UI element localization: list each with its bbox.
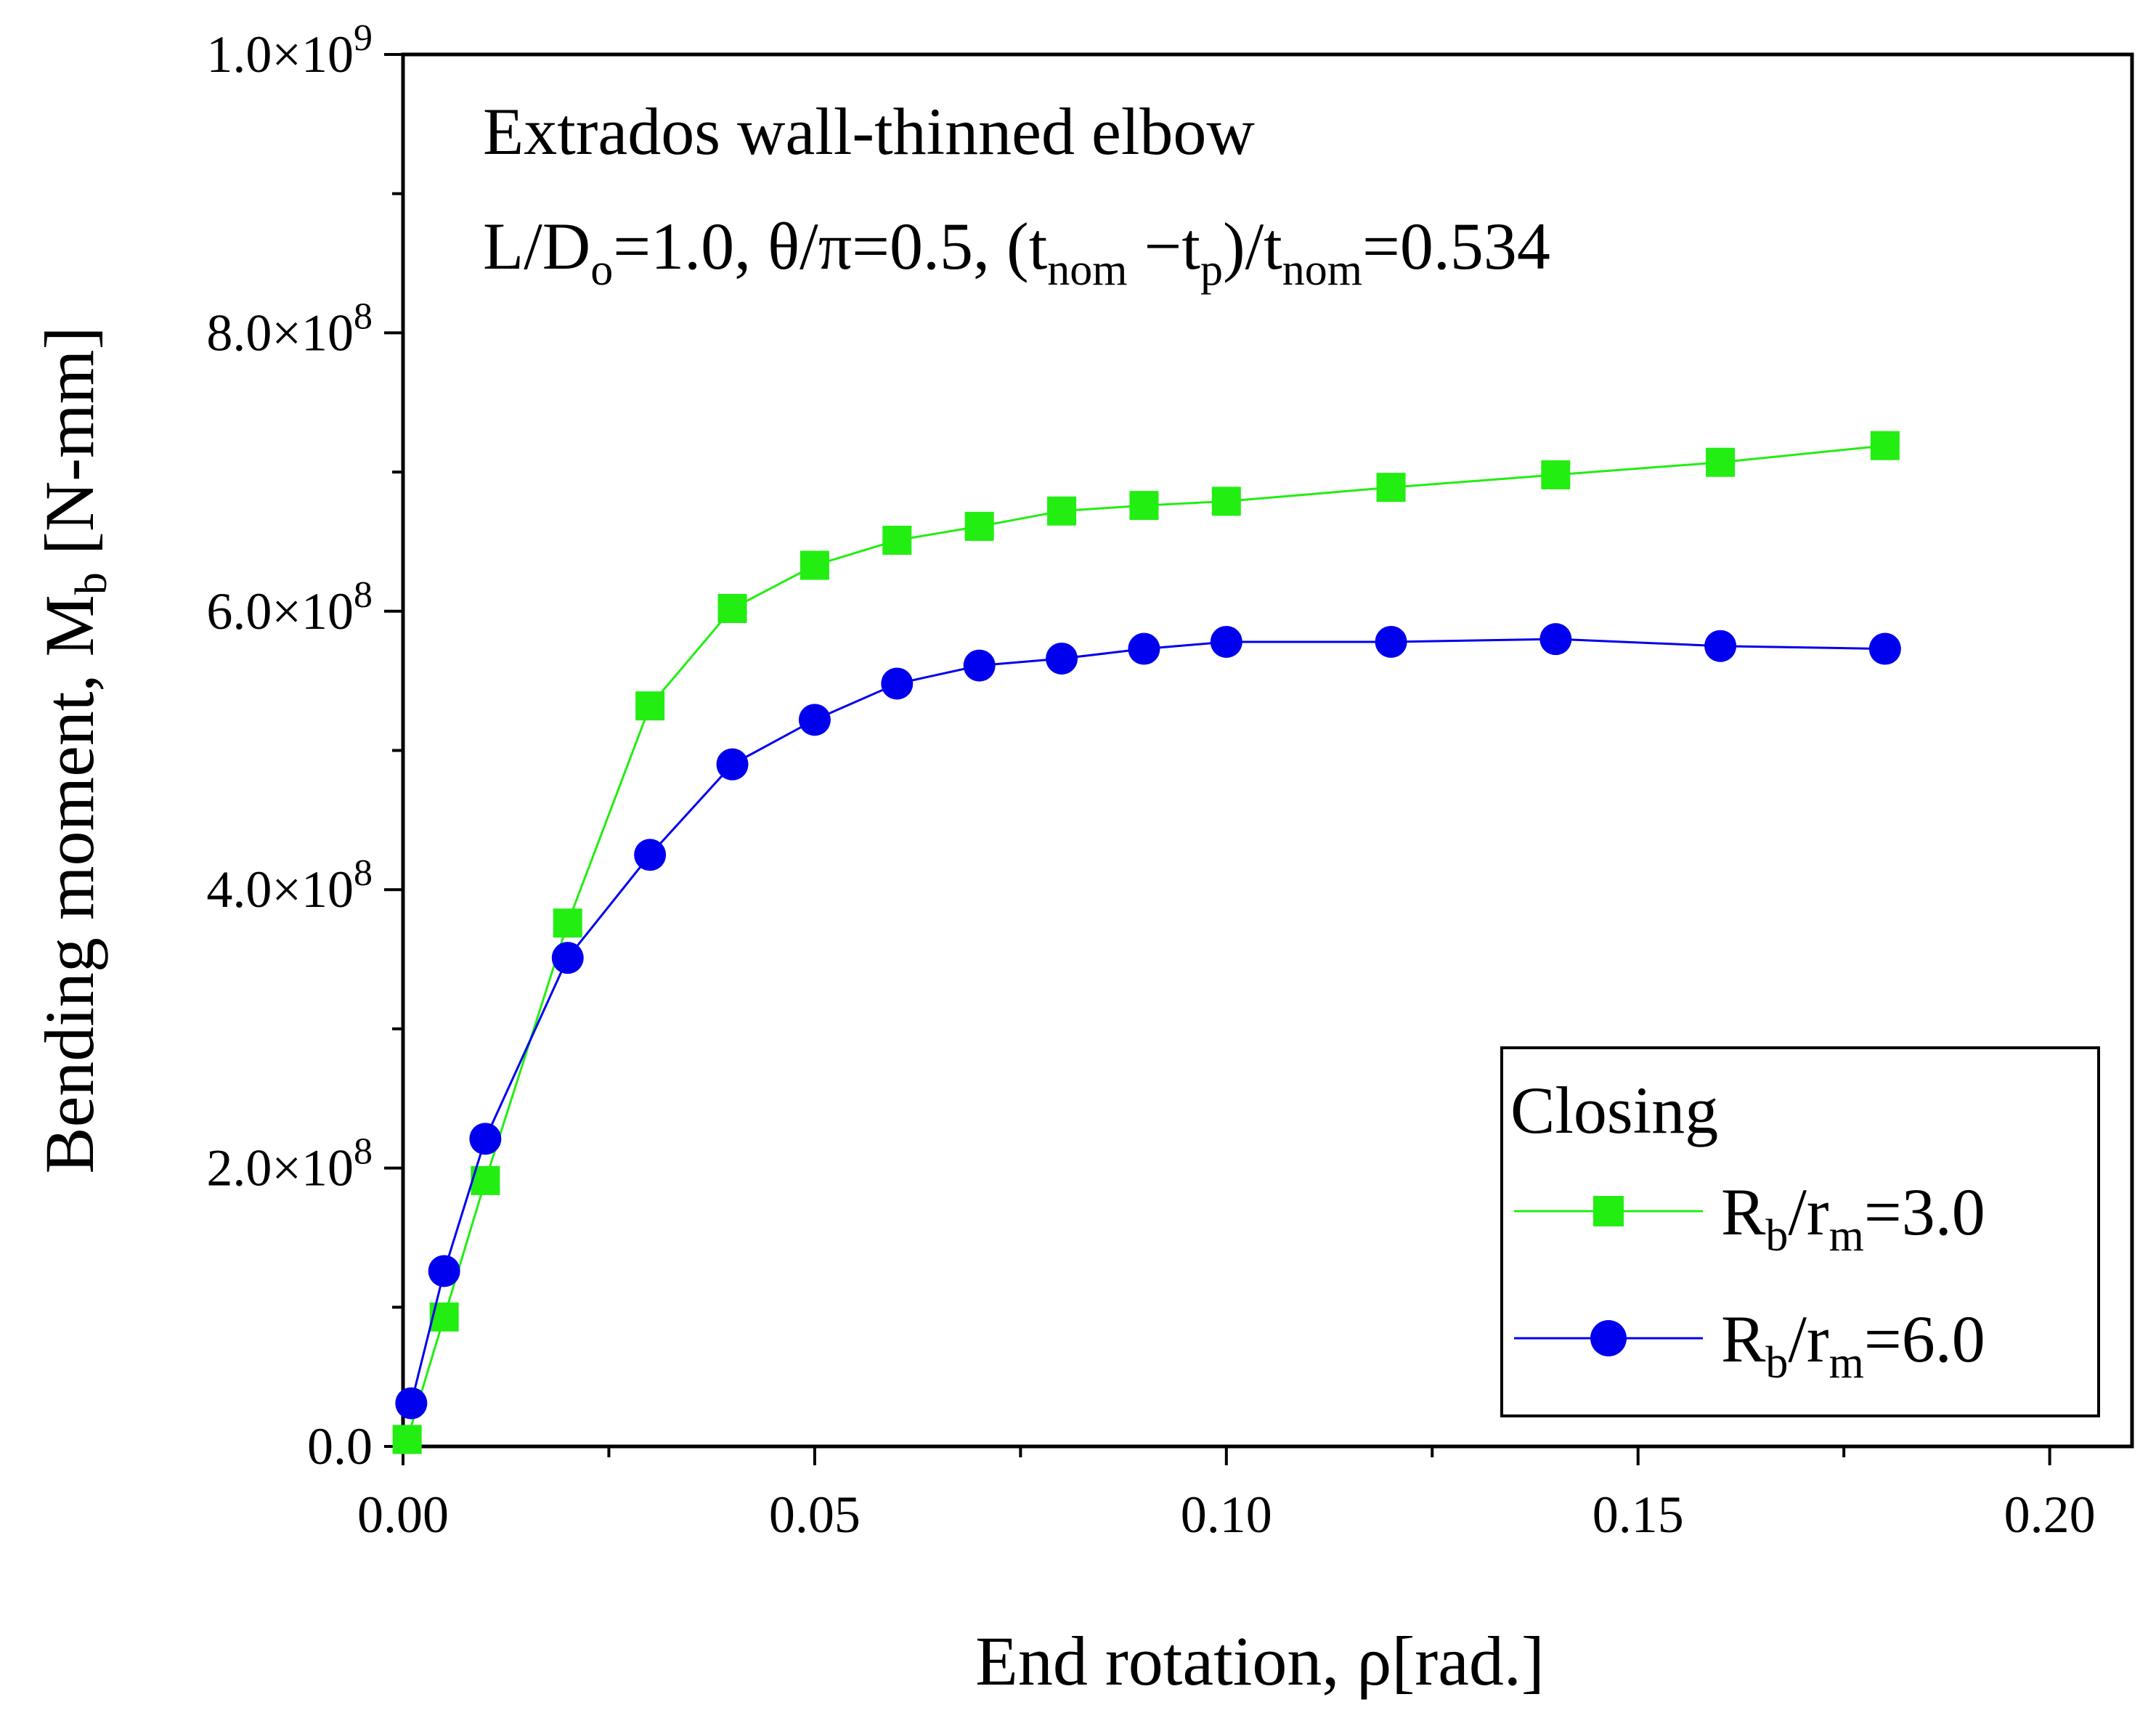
data-point-series-1 xyxy=(1376,473,1406,502)
annotation-part-ld: L/D xyxy=(483,209,590,283)
y-tick-label: 2.0×108 xyxy=(206,1131,373,1197)
y-axis-ticks: 0.0 2.0×108 4.0×108 6.0×108 8.0×108 1.0×109 xyxy=(206,17,403,1475)
annotation-line1: Extrados wall-thinned elbow xyxy=(483,94,1255,168)
annotation-sub-o: o xyxy=(590,245,613,295)
legend-label-1-sub1: b xyxy=(1765,1211,1788,1261)
data-point-series-1 xyxy=(1706,447,1736,477)
y-axis-title-unit: [N-mm] xyxy=(30,327,108,573)
y-axis-title-main: Bending moment, M xyxy=(30,595,108,1173)
data-point-series-1 xyxy=(882,526,912,555)
data-point-series-2 xyxy=(716,748,749,781)
legend-title: Closing xyxy=(1510,1073,1718,1147)
x-axis-ticks: 0.00 0.05 0.10 0.15 0.20 xyxy=(357,1446,2096,1544)
legend-marker-series-2 xyxy=(1590,1320,1627,1356)
x-tick-label: 0.00 xyxy=(357,1486,449,1544)
data-point-series-2 xyxy=(395,1387,428,1420)
data-point-series-2 xyxy=(963,649,996,682)
x-tick-label: 0.20 xyxy=(2004,1486,2096,1544)
data-point-series-2 xyxy=(469,1123,502,1155)
y-tick-label: 6.0×108 xyxy=(206,574,373,640)
annotation-sub-nom-2: nom xyxy=(1282,245,1362,295)
legend-label-2-sub1: b xyxy=(1765,1338,1788,1388)
legend-label-2-mid: /r xyxy=(1788,1302,1828,1376)
y-tick-label: 4.0×108 xyxy=(206,852,373,919)
annotation-sub-nom-1: nom xyxy=(1047,245,1127,295)
data-point-series-1 xyxy=(635,691,665,721)
annotation-part-tnom: )/t xyxy=(1223,209,1282,283)
data-point-series-2 xyxy=(634,839,667,871)
series-layer xyxy=(392,431,1901,1454)
data-point-series-2 xyxy=(1046,642,1078,675)
legend-label-1-post: =3.0 xyxy=(1864,1175,1985,1249)
y-axis-title: Bending moment, Mb [N-mm] xyxy=(30,327,116,1174)
data-point-series-1 xyxy=(392,1425,422,1454)
series-line-1 xyxy=(406,444,1886,1440)
x-tick-label: 0.15 xyxy=(1592,1486,1684,1544)
x-tick-label: 0.05 xyxy=(769,1486,861,1544)
legend-label-2-pre: R xyxy=(1721,1302,1766,1376)
legend-label-series-2: Rb/rm=6.0 xyxy=(1721,1302,1985,1388)
data-point-series-1 xyxy=(800,550,829,580)
x-tick-label: 0.10 xyxy=(1181,1486,1272,1544)
y-tick-label: 1.0×109 xyxy=(206,17,373,84)
legend-marker-series-1 xyxy=(1593,1196,1624,1226)
data-point-series-2 xyxy=(551,942,584,974)
data-point-series-2 xyxy=(798,704,831,736)
legend-label-1-sub2: m xyxy=(1829,1211,1864,1261)
data-point-series-2 xyxy=(1375,625,1407,658)
y-axis-title-sub: b xyxy=(67,572,116,595)
data-point-series-2 xyxy=(1539,623,1572,656)
legend-label-1-mid: /r xyxy=(1788,1175,1828,1249)
data-point-series-2 xyxy=(1128,632,1160,665)
data-point-series-2 xyxy=(1868,632,1901,665)
data-point-series-2 xyxy=(1210,625,1242,658)
data-point-series-2 xyxy=(428,1255,460,1287)
data-point-series-1 xyxy=(717,593,747,623)
legend-label-2-post: =6.0 xyxy=(1864,1302,1985,1376)
data-point-series-1 xyxy=(1870,431,1900,460)
y-tick-label: 8.0×108 xyxy=(206,296,373,362)
annotation-sub-p: p xyxy=(1200,245,1223,295)
data-point-series-1 xyxy=(429,1302,459,1332)
data-point-series-2 xyxy=(881,667,914,700)
data-point-series-1 xyxy=(1129,491,1159,521)
annotation-part-ratio: =0.534 xyxy=(1362,209,1550,283)
legend: Closing Rb/rm=3.0 Rb/rm=6.0 xyxy=(1500,1046,2100,1417)
data-point-series-1 xyxy=(1047,496,1077,526)
legend-label-2-sub2: m xyxy=(1829,1338,1864,1388)
data-point-series-1 xyxy=(1541,460,1571,489)
y-tick-label: 0.0 xyxy=(307,1417,373,1475)
data-point-series-2 xyxy=(1704,630,1737,662)
legend-label-series-1: Rb/rm=3.0 xyxy=(1721,1175,1985,1261)
data-point-series-1 xyxy=(964,511,994,541)
annotation-line2: L/Do=1.0, θ/π=0.5, (tnom −tp)/tnom=0.534 xyxy=(483,209,1550,295)
legend-label-1-pre: R xyxy=(1721,1175,1766,1249)
x-axis-title: End rotation, ρ[rad.] xyxy=(975,1622,1545,1700)
data-point-series-1 xyxy=(553,908,582,938)
data-point-series-1 xyxy=(1211,487,1241,516)
annotation-part-tp: −t xyxy=(1127,209,1200,283)
annotation-part-theta: =1.0, θ/π=0.5, (t xyxy=(613,209,1047,283)
series-line-2 xyxy=(410,638,1885,1404)
